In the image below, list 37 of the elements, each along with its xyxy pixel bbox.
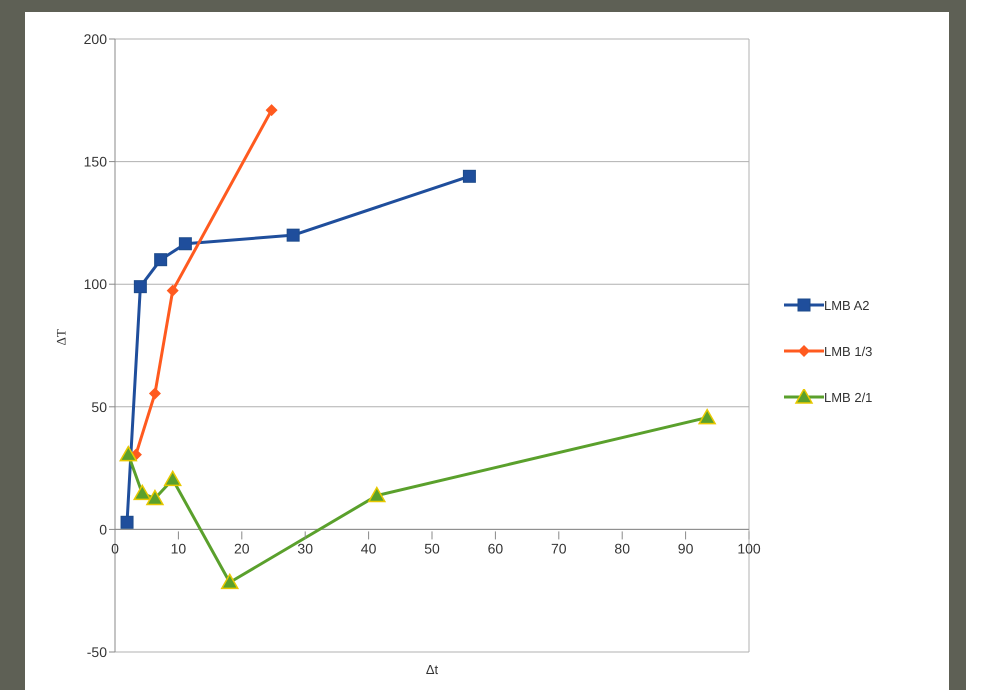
point [266,104,278,116]
x-tick-label: 50 [424,540,440,556]
point [221,574,239,590]
x-tick-label: 100 [737,540,761,556]
y-tick-label: 0 [99,521,108,538]
y-tick-label: 200 [84,30,108,47]
x-tick-label: 20 [234,540,250,556]
point [368,486,386,502]
legend-label: LMB 2/1 [824,390,872,404]
point [178,237,192,250]
y-axis-title: ΔT [54,329,69,346]
y-tick-label: 150 [84,154,108,170]
x-tick-label: 90 [678,540,694,556]
point [698,408,716,424]
point [154,253,168,266]
point [164,470,182,486]
y-tick-label: 50 [91,398,108,415]
x-tick-label: 70 [551,540,567,556]
point [462,170,476,183]
point [120,446,138,462]
point [286,228,300,242]
point [166,284,179,297]
x-axis-title: Δt [426,662,439,677]
point [134,280,147,294]
y-tick-label: -50 [86,644,108,660]
point [146,490,164,506]
y-tick-label: 100 [84,276,108,292]
x-tick-label: 30 [297,540,314,556]
point [148,388,161,400]
x-tick-label: 40 [360,540,377,556]
legend-label: LMB A2 [824,298,870,312]
legend-label: LMB 1/3 [824,344,872,358]
x-tick-label: 80 [614,540,630,556]
x-tick-label: 60 [488,540,504,556]
x-tick-label: 10 [170,540,186,556]
point [120,516,134,529]
point [134,484,152,500]
